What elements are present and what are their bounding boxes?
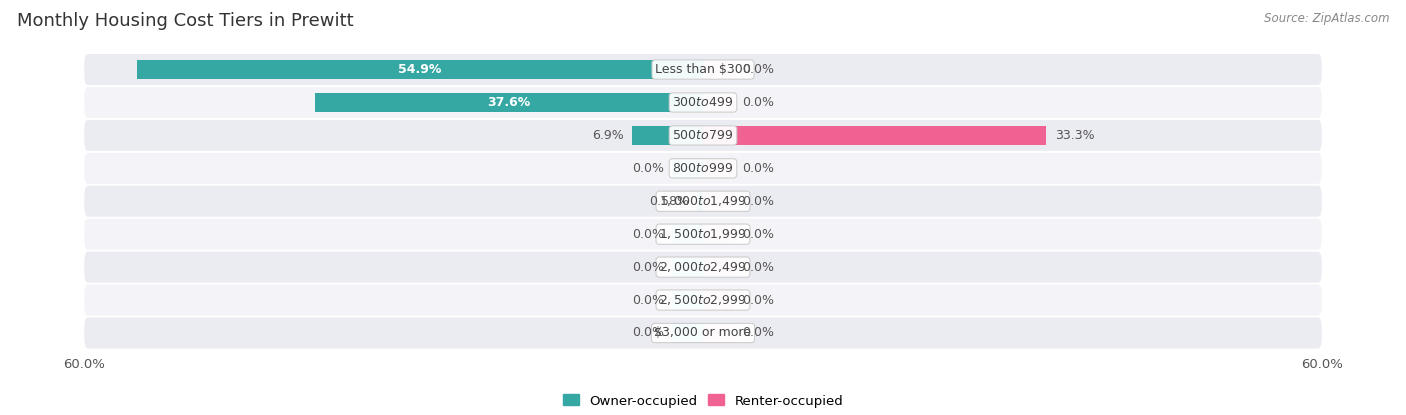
Bar: [703, 225, 734, 244]
Text: 0.0%: 0.0%: [631, 293, 664, 307]
Bar: [631, 126, 703, 145]
Bar: [703, 126, 1046, 145]
Text: 0.0%: 0.0%: [742, 293, 775, 307]
Bar: [315, 93, 703, 112]
Bar: [697, 192, 703, 211]
Text: 33.3%: 33.3%: [1054, 129, 1094, 142]
Text: 0.0%: 0.0%: [742, 63, 775, 76]
Text: $800 to $999: $800 to $999: [672, 162, 734, 175]
Text: 37.6%: 37.6%: [488, 96, 531, 109]
Bar: [672, 323, 703, 342]
Bar: [672, 258, 703, 277]
Text: $500 to $799: $500 to $799: [672, 129, 734, 142]
FancyBboxPatch shape: [84, 317, 1322, 349]
Text: 0.0%: 0.0%: [742, 96, 775, 109]
Text: Less than $300: Less than $300: [655, 63, 751, 76]
Text: $300 to $499: $300 to $499: [672, 96, 734, 109]
Text: 0.0%: 0.0%: [631, 327, 664, 339]
FancyBboxPatch shape: [84, 285, 1322, 315]
Text: 0.0%: 0.0%: [742, 228, 775, 241]
Text: 0.0%: 0.0%: [742, 162, 775, 175]
Text: 54.9%: 54.9%: [398, 63, 441, 76]
Text: $1,000 to $1,499: $1,000 to $1,499: [659, 194, 747, 208]
Text: 0.0%: 0.0%: [742, 327, 775, 339]
Text: Monthly Housing Cost Tiers in Prewitt: Monthly Housing Cost Tiers in Prewitt: [17, 12, 353, 30]
Text: $2,500 to $2,999: $2,500 to $2,999: [659, 293, 747, 307]
FancyBboxPatch shape: [84, 54, 1322, 85]
Text: 0.0%: 0.0%: [631, 261, 664, 273]
Text: 0.0%: 0.0%: [742, 195, 775, 208]
Bar: [703, 290, 734, 310]
Bar: [703, 93, 734, 112]
Legend: Owner-occupied, Renter-occupied: Owner-occupied, Renter-occupied: [558, 389, 848, 413]
FancyBboxPatch shape: [84, 251, 1322, 283]
Bar: [703, 159, 734, 178]
Bar: [703, 60, 734, 79]
FancyBboxPatch shape: [84, 87, 1322, 118]
Text: Source: ZipAtlas.com: Source: ZipAtlas.com: [1264, 12, 1389, 25]
Bar: [703, 323, 734, 342]
Text: $2,000 to $2,499: $2,000 to $2,499: [659, 260, 747, 274]
FancyBboxPatch shape: [84, 186, 1322, 217]
FancyBboxPatch shape: [84, 219, 1322, 250]
Text: $3,000 or more: $3,000 or more: [655, 327, 751, 339]
Bar: [703, 258, 734, 277]
Bar: [672, 225, 703, 244]
Bar: [672, 290, 703, 310]
Bar: [703, 192, 734, 211]
Text: 0.58%: 0.58%: [648, 195, 689, 208]
Text: 6.9%: 6.9%: [592, 129, 624, 142]
Text: $1,500 to $1,999: $1,500 to $1,999: [659, 227, 747, 241]
Bar: [672, 159, 703, 178]
Text: 0.0%: 0.0%: [631, 228, 664, 241]
Text: 0.0%: 0.0%: [742, 261, 775, 273]
FancyBboxPatch shape: [84, 120, 1322, 151]
Text: 0.0%: 0.0%: [631, 162, 664, 175]
Bar: [136, 60, 703, 79]
FancyBboxPatch shape: [84, 153, 1322, 184]
